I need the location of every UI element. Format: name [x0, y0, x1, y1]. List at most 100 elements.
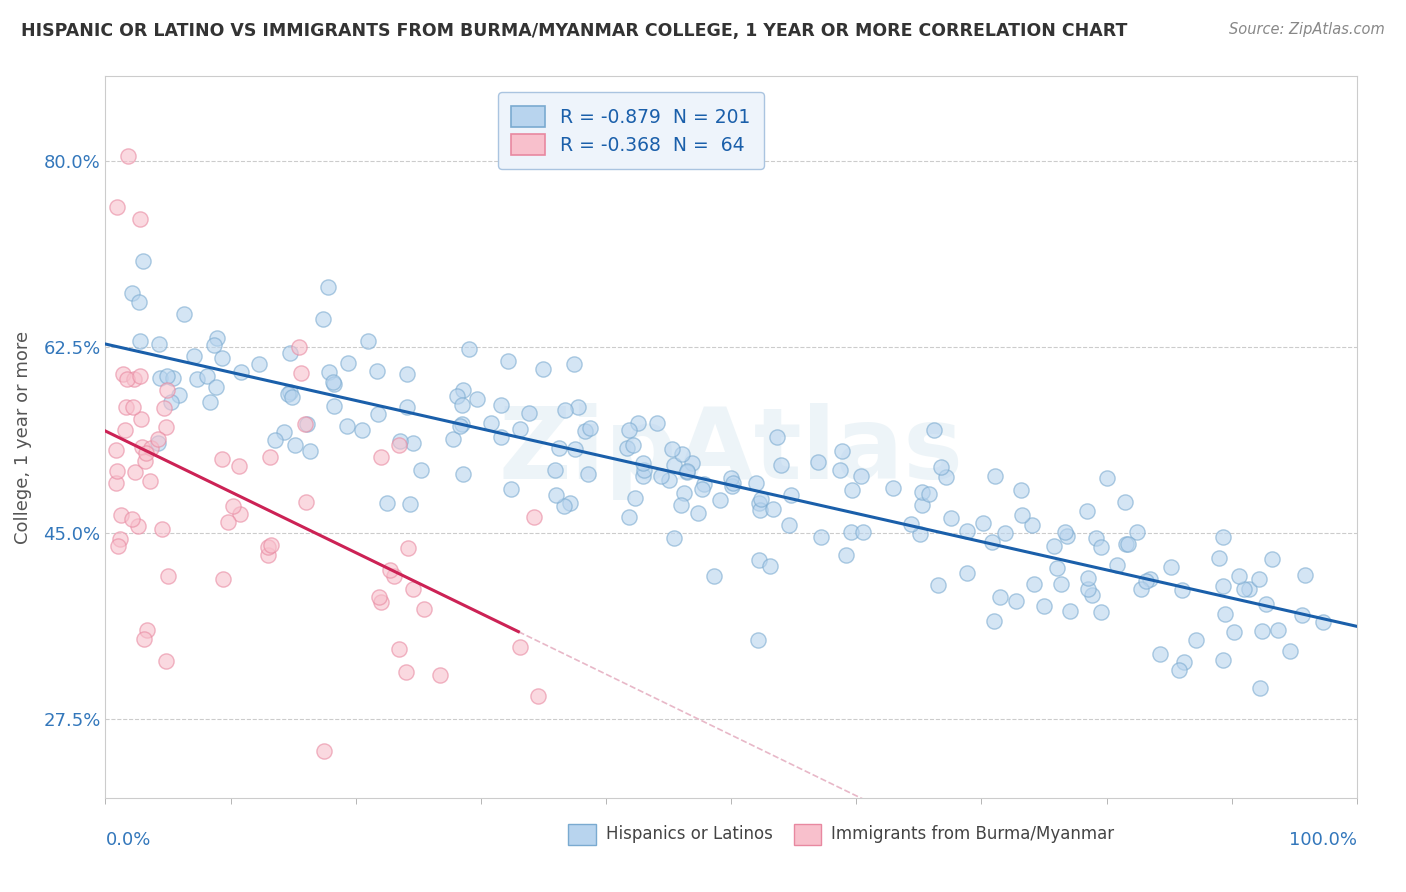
Point [322, 375, 344, 389]
Point [139, 441, 162, 455]
Point [927, 577, 949, 591]
Point [1085, 531, 1108, 545]
Point [287, 340, 309, 354]
Point [831, 443, 853, 458]
Point [128, 295, 150, 310]
Bar [793, 823, 821, 846]
Point [449, 419, 471, 434]
Point [155, 654, 177, 668]
Point [1223, 624, 1246, 639]
Point [1208, 550, 1230, 565]
Point [645, 416, 668, 430]
Point [810, 530, 832, 544]
Point [672, 486, 695, 500]
Point [567, 400, 589, 414]
Point [1213, 607, 1236, 622]
Point [779, 488, 801, 502]
Point [465, 392, 488, 406]
Point [1005, 594, 1028, 608]
Point [121, 285, 143, 300]
Point [617, 423, 640, 437]
Point [162, 371, 184, 385]
Point [1105, 558, 1128, 573]
Point [1130, 582, 1153, 596]
Point [1250, 624, 1272, 639]
Point [911, 485, 934, 500]
Point [257, 548, 280, 562]
Point [748, 495, 770, 509]
Point [153, 401, 176, 416]
Point [402, 582, 425, 596]
Point [127, 519, 149, 533]
Point [211, 452, 233, 467]
Point [922, 423, 945, 437]
Point [523, 510, 546, 524]
Point [983, 614, 1005, 628]
Point [322, 399, 344, 413]
Point [1059, 604, 1081, 618]
Point [148, 436, 170, 450]
Point [451, 417, 474, 431]
Point [918, 487, 941, 501]
Point [110, 508, 132, 522]
Point [627, 416, 650, 430]
Point [1090, 540, 1112, 554]
Point [104, 442, 127, 457]
Point [173, 307, 195, 321]
Point [1115, 537, 1137, 551]
Point [662, 531, 685, 545]
Point [198, 394, 221, 409]
Point [690, 482, 713, 496]
Point [631, 468, 654, 483]
Point [546, 488, 568, 502]
Point [693, 476, 716, 491]
Point [1021, 517, 1043, 532]
Point [769, 458, 792, 472]
Point [160, 395, 183, 409]
Point [1254, 598, 1277, 612]
Point [264, 433, 287, 447]
Point [579, 421, 602, 435]
Point [1126, 524, 1149, 539]
Point [1139, 572, 1161, 586]
Point [675, 466, 697, 480]
Point [972, 516, 994, 530]
Point [155, 420, 177, 434]
Point [368, 590, 391, 604]
Bar [568, 823, 596, 846]
Point [1010, 483, 1032, 497]
Point [156, 383, 179, 397]
Point [396, 541, 419, 555]
Point [107, 464, 129, 478]
Point [260, 538, 283, 552]
Point [1261, 552, 1284, 566]
Point [132, 632, 155, 646]
Point [664, 458, 686, 473]
Point [183, 349, 205, 363]
Point [211, 351, 233, 365]
Point [650, 469, 672, 483]
Point [314, 743, 336, 757]
Point [350, 423, 373, 437]
Point [217, 515, 239, 529]
Point [624, 491, 647, 505]
Point [107, 539, 129, 553]
Point [1294, 568, 1316, 582]
Point [1227, 569, 1250, 583]
Point [150, 522, 173, 536]
Point [388, 434, 411, 449]
Point [828, 462, 851, 476]
Point [370, 450, 392, 464]
Point [956, 566, 979, 580]
Point [295, 495, 318, 509]
Point [686, 506, 709, 520]
Point [676, 464, 699, 478]
Point [564, 442, 586, 456]
Point [633, 457, 655, 471]
Point [413, 602, 436, 616]
Point [112, 367, 135, 381]
Point [658, 473, 681, 487]
Point [1250, 681, 1272, 695]
Point [671, 498, 693, 512]
Point [446, 389, 468, 403]
